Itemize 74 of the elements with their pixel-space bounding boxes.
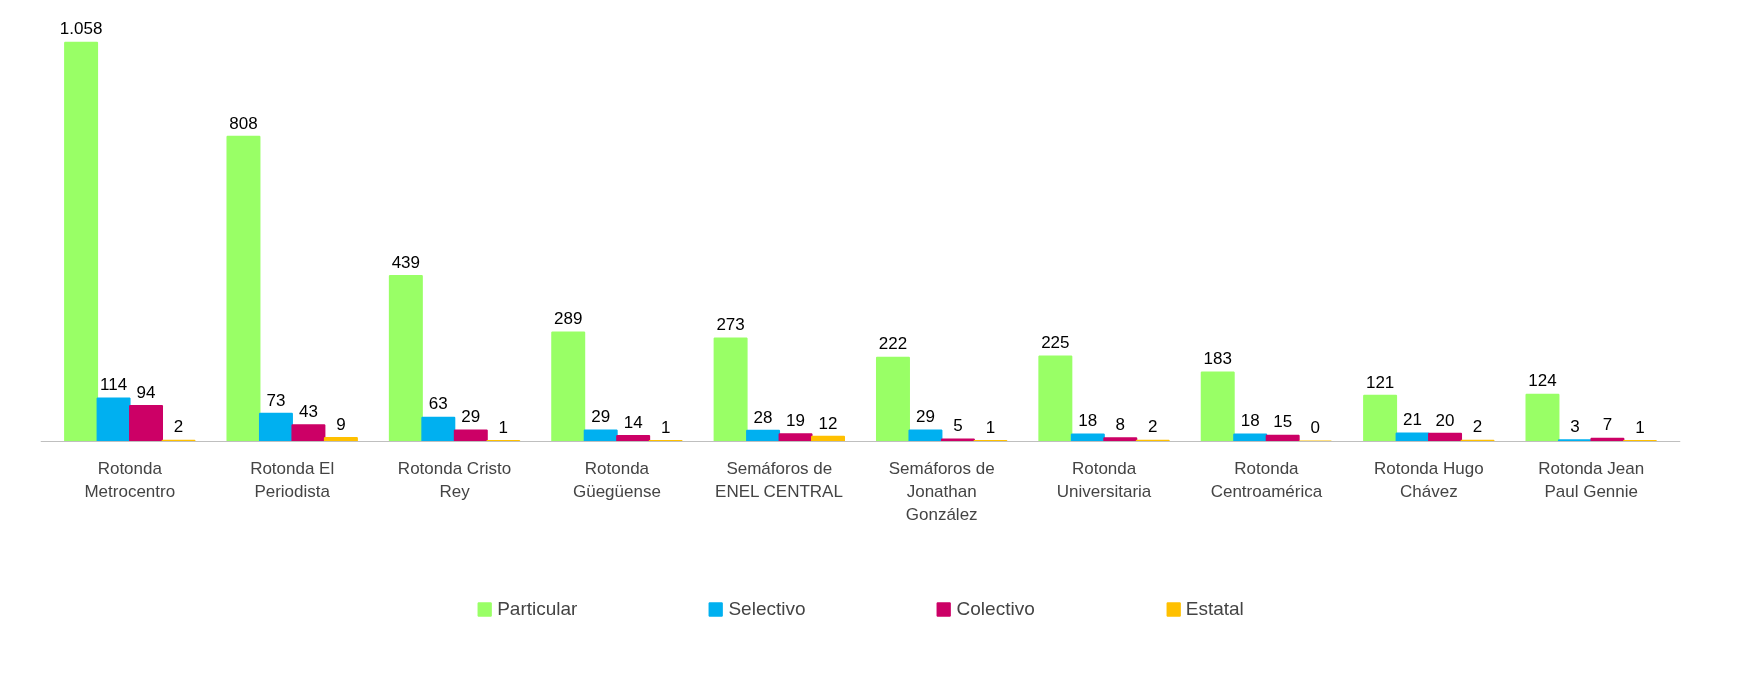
data-label: 28 — [753, 407, 773, 427]
x-tick-label: Rotonda Hugo Chávez — [1374, 459, 1484, 501]
bar — [908, 429, 943, 442]
data-label: 20 — [1435, 410, 1455, 430]
bar — [551, 331, 586, 442]
bar — [1525, 393, 1560, 442]
legend-label: Estatal — [1185, 598, 1244, 620]
bar — [258, 412, 293, 442]
data-label: 15 — [1273, 412, 1293, 432]
bar — [226, 135, 261, 442]
data-label: 21 — [1403, 410, 1423, 430]
data-label: 8 — [1115, 415, 1126, 435]
data-label: 1 — [1635, 417, 1645, 437]
x-tick-label: Rotonda Metrocentro — [84, 459, 176, 501]
data-label: 29 — [916, 407, 935, 427]
data-label: 225 — [1041, 333, 1070, 353]
bar — [453, 429, 488, 442]
data-label: 63 — [428, 394, 448, 414]
x-tick-label: Rotonda Jean Paul Gennie — [1538, 459, 1645, 501]
x-tick-label: Semáforos de Jonathan González — [888, 459, 995, 524]
data-label: 0 — [1310, 418, 1320, 438]
x-tick-label: Rotonda Güegüense — [572, 459, 661, 501]
bar — [421, 416, 456, 442]
bar — [291, 424, 326, 442]
bar — [1395, 432, 1430, 442]
data-label: 2 — [173, 417, 184, 437]
data-label: 7 — [1602, 415, 1613, 435]
bar — [1363, 394, 1398, 442]
data-label: 2 — [1472, 417, 1483, 437]
data-label: 14 — [623, 412, 643, 432]
data-label: 222 — [878, 334, 908, 354]
data-label: 183 — [1203, 349, 1232, 369]
x-tick-label: Rotonda Universitaria — [1056, 459, 1152, 501]
data-label: 29 — [591, 407, 611, 427]
x-tick-label: Semáforos de ENEL CENTRAL — [715, 459, 843, 501]
bar — [1038, 355, 1073, 442]
legend-label: Selectivo — [728, 598, 806, 620]
bar — [583, 429, 618, 442]
data-label: 1 — [660, 417, 671, 437]
data-label: 1 — [498, 417, 509, 437]
data-label: 3 — [1570, 417, 1580, 436]
data-label: 273 — [716, 315, 745, 335]
data-label: 94 — [136, 382, 156, 402]
data-label: 19 — [786, 410, 806, 430]
data-label: 29 — [461, 407, 481, 427]
data-label: 12 — [818, 413, 838, 433]
x-tick-label: Rotonda Cristo Rey — [397, 459, 512, 501]
data-label: 43 — [298, 401, 318, 421]
x-tick-label: Rotonda Centroamérica — [1210, 459, 1323, 501]
bar — [129, 404, 164, 442]
data-label: 289 — [554, 309, 583, 329]
data-label: 1 — [985, 417, 996, 437]
bar — [64, 41, 99, 442]
data-label: 439 — [391, 252, 421, 272]
data-label: 73 — [266, 390, 286, 410]
bar — [875, 356, 910, 442]
data-label: 124 — [1528, 371, 1557, 391]
bar — [713, 337, 748, 442]
legend-label: Particular — [497, 598, 578, 620]
bar — [388, 274, 423, 442]
x-tick-label: Rotonda El Periodista — [250, 459, 335, 501]
data-label: 5 — [953, 416, 963, 436]
data-label: 1.058 — [59, 19, 103, 39]
bar — [96, 397, 131, 442]
data-label: 121 — [1365, 372, 1395, 392]
bar — [746, 429, 781, 442]
data-label: 808 — [229, 113, 258, 133]
data-label: 18 — [1078, 411, 1098, 431]
data-label: 18 — [1240, 411, 1260, 431]
bar — [1200, 371, 1235, 442]
data-label: 2 — [1148, 417, 1158, 437]
data-label: 9 — [336, 414, 346, 434]
legend-label: Colectivo — [956, 598, 1035, 620]
data-label: 114 — [100, 375, 128, 395]
